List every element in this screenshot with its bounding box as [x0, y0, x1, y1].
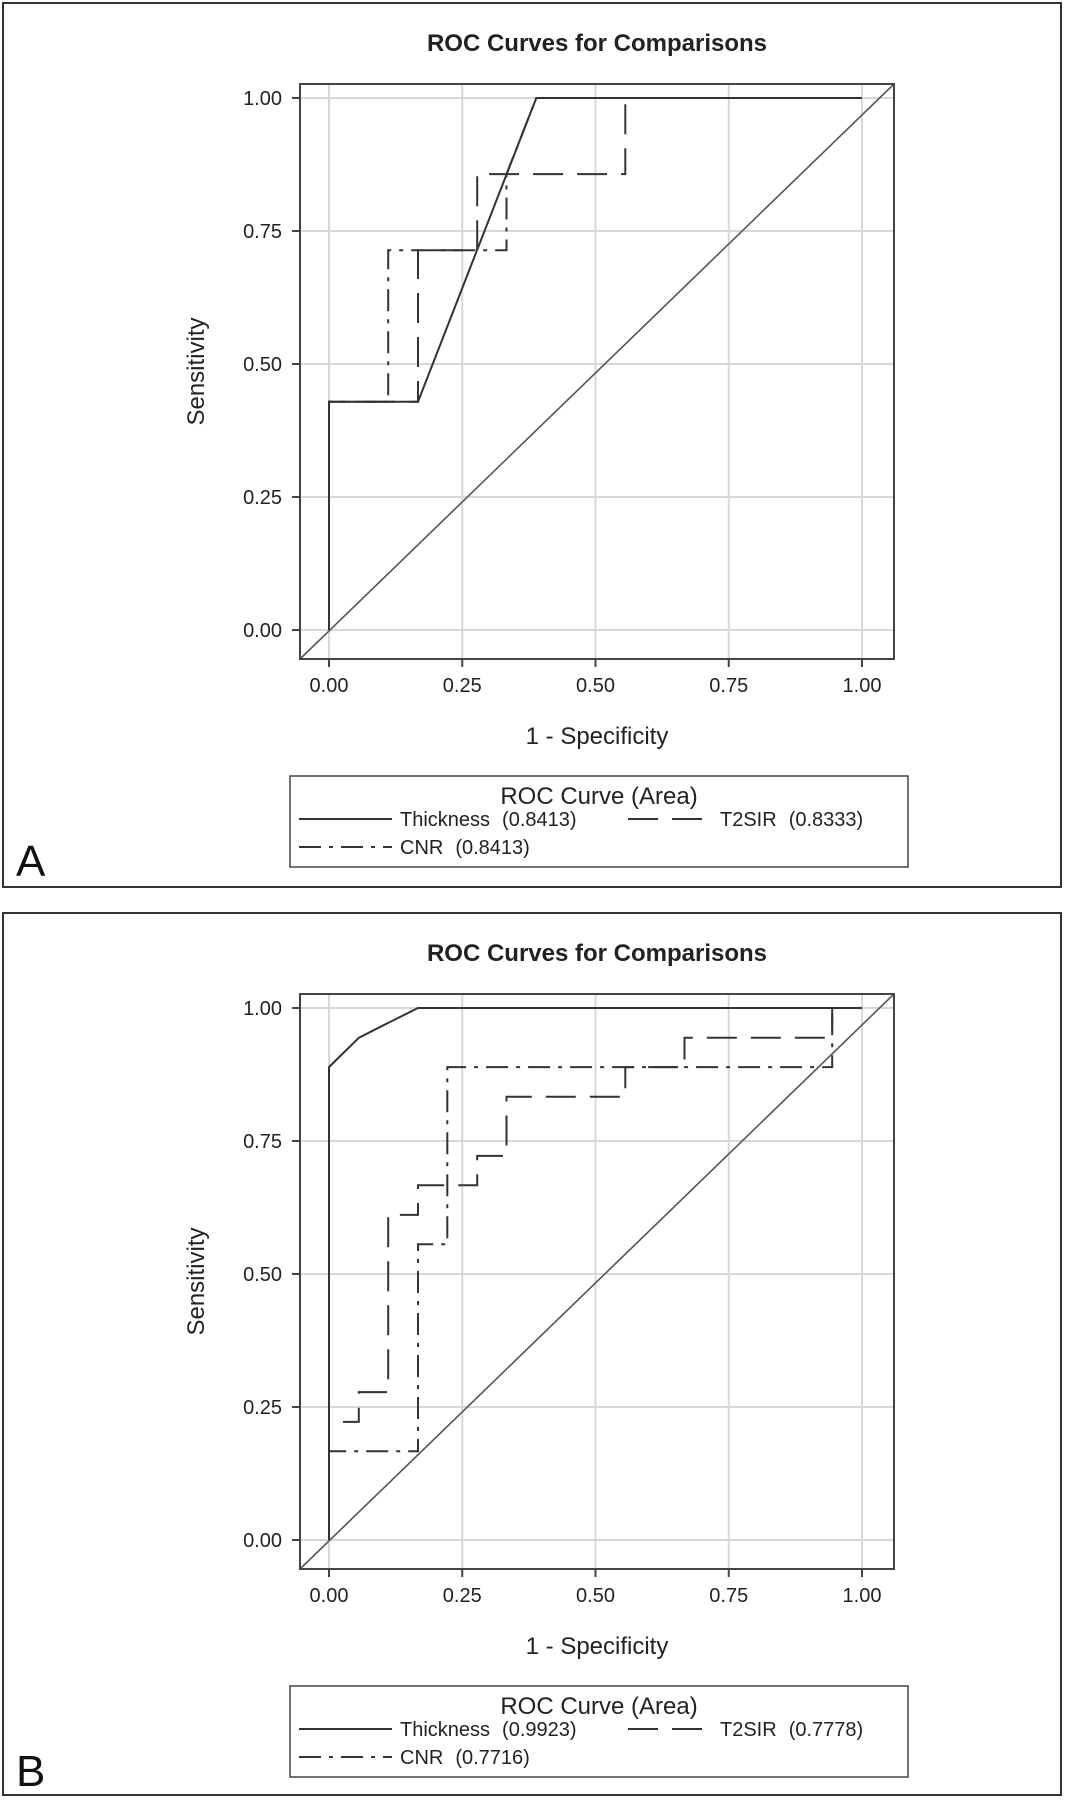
x-tick-label: 0.50: [576, 1585, 615, 1607]
legend: ROC Curve (Area) Thickness (0.9923) T2SIR (0…: [289, 1685, 909, 1778]
legend-series-area: (0.7778): [789, 1719, 864, 1741]
series-line-cnr: [328, 1007, 862, 1540]
y-tick-label: 0.75: [243, 1131, 282, 1153]
x-tick-label: 1.00: [843, 1585, 882, 1607]
x-axis-label: 1 - Specificity: [526, 1633, 669, 1660]
legend-title: ROC Curve (Area): [500, 783, 697, 810]
chart-title: ROC Curves for Comparisons: [427, 30, 767, 57]
x-tick-label: 0.75: [709, 1585, 748, 1607]
x-tick-label: 0.25: [443, 675, 482, 697]
legend-box: [289, 775, 909, 868]
legend-series-name: T2SIR: [720, 1719, 777, 1741]
legend-series-name: Thickness: [400, 1719, 490, 1741]
legend-entry-t2sir: T2SIR (0.7778): [720, 1719, 863, 1741]
series-line-t2sir: [328, 1007, 862, 1540]
plot-frame: [299, 993, 895, 1570]
x-tick-label: 0.00: [310, 1585, 349, 1607]
x-tick-label: 0.00: [310, 675, 349, 697]
series-line-reference: [299, 83, 895, 660]
x-tick-label: 0.25: [443, 1585, 482, 1607]
legend-title: ROC Curve (Area): [500, 1693, 697, 1720]
series-line-t2sir: [328, 97, 862, 630]
legend-series-area: (0.8333): [789, 809, 864, 831]
x-axis-label: 1 - Specificity: [526, 723, 669, 750]
roc-chart-a: ROC Curves for Comparisons 0.00 0.25 0.50 0.…: [16, 30, 909, 886]
y-axis-label: Sensitivity: [183, 317, 210, 425]
legend-series-area: (0.8413): [455, 837, 530, 859]
y-tick-label: 1.00: [243, 88, 282, 110]
plot-frame: [299, 83, 895, 660]
panel-letter: A: [16, 837, 46, 886]
roc-panel-a: ROC Curves for Comparisons 0.00 0.25 0.50 0.…: [2, 2, 1062, 888]
legend-series-name: CNR: [400, 1747, 443, 1769]
legend-series-area: (0.8413): [502, 809, 577, 831]
legend-series-name: CNR: [400, 837, 443, 859]
legend-entry-cnr: CNR (0.7716): [400, 1747, 530, 1769]
chart-title: ROC Curves for Comparisons: [427, 940, 767, 967]
legend-series-area: (0.9923): [502, 1719, 577, 1741]
legend-series-area: (0.7716): [455, 1747, 530, 1769]
y-tick-label: 0.25: [243, 487, 282, 509]
y-tick-label: 0.00: [243, 1530, 282, 1552]
roc-chart-b: ROC Curves for Comparisons 0.00 0.25 0.50 0.…: [16, 940, 909, 1794]
legend-entry-cnr: CNR (0.8413): [400, 837, 530, 859]
roc-panel-b: ROC Curves for Comparisons 0.00 0.25 0.50 0.…: [2, 912, 1062, 1796]
legend-entry-thickness: Thickness (0.8413): [400, 809, 577, 831]
y-tick-label: 0.00: [243, 620, 282, 642]
legend-box: [289, 1685, 909, 1778]
legend-entry-thickness: Thickness (0.9923): [400, 1719, 577, 1741]
legend-series-name: Thickness: [400, 809, 490, 831]
x-tick-label: 0.75: [709, 675, 748, 697]
panel-letter: B: [16, 1747, 45, 1794]
y-tick-label: 0.50: [243, 1264, 282, 1286]
y-tick-label: 1.00: [243, 998, 282, 1020]
y-axis-label: Sensitivity: [183, 1227, 210, 1335]
x-tick-label: 1.00: [843, 675, 882, 697]
y-tick-label: 0.50: [243, 354, 282, 376]
series-line-reference: [299, 993, 895, 1570]
y-tick-label: 0.25: [243, 1397, 282, 1419]
x-tick-label: 0.50: [576, 675, 615, 697]
legend-entry-t2sir: T2SIR (0.8333): [720, 809, 863, 831]
series-line-thickness: [328, 1007, 862, 1540]
y-tick-label: 0.75: [243, 221, 282, 243]
legend: ROC Curve (Area) Thickness (0.8413) T2SIR (0…: [289, 775, 909, 868]
legend-series-name: T2SIR: [720, 809, 777, 831]
